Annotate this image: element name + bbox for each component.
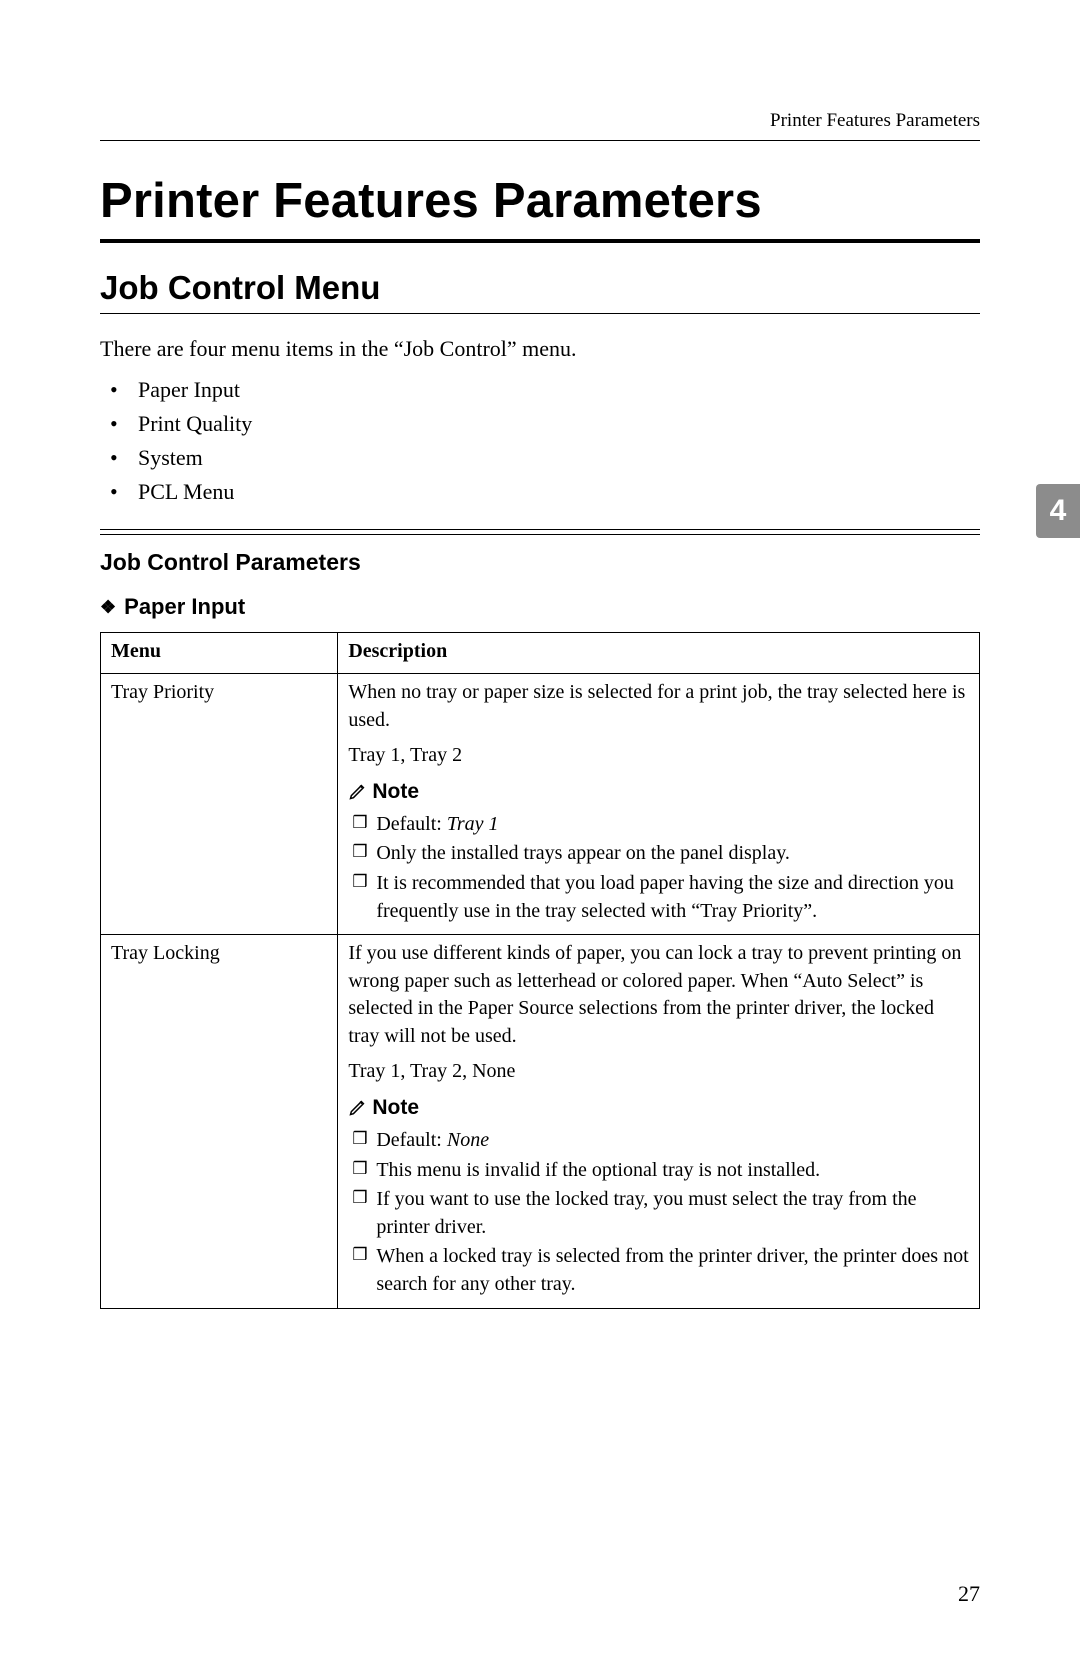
diamond-heading-label: Paper Input bbox=[124, 594, 245, 619]
note-italic: None bbox=[447, 1129, 489, 1151]
diamond-icon: ❖ bbox=[100, 597, 116, 618]
note-item: When a locked tray is selected from the … bbox=[348, 1243, 969, 1298]
note-item: Only the installed trays appear on the p… bbox=[348, 840, 969, 868]
list-item: Paper Input bbox=[110, 373, 980, 407]
note-item: This menu is invalid if the optional tra… bbox=[348, 1157, 969, 1185]
pencil-icon bbox=[348, 1097, 368, 1117]
subsection-title: Job Control Parameters bbox=[100, 549, 980, 576]
note-item: Default: Tray 1 bbox=[348, 811, 969, 839]
options-text: Tray 1, Tray 2, None bbox=[348, 1058, 969, 1086]
cell-menu: Tray Priority bbox=[101, 673, 338, 934]
note-item: It is recommended that you load paper ha… bbox=[348, 870, 969, 925]
note-italic: Tray 1 bbox=[447, 813, 499, 835]
desc-text: If you use different kinds of paper, you… bbox=[348, 940, 969, 1050]
page-title: Printer Features Parameters bbox=[100, 173, 980, 229]
document-page: Printer Features Parameters Printer Feat… bbox=[0, 0, 1080, 1669]
table-row: Tray Locking If you use different kinds … bbox=[101, 935, 980, 1309]
parameters-table: Menu Description Tray Priority When no t… bbox=[100, 632, 980, 1308]
cell-description: When no tray or paper size is selected f… bbox=[338, 673, 980, 934]
rule-under-section bbox=[100, 313, 980, 314]
table-row: Tray Priority When no tray or paper size… bbox=[101, 673, 980, 934]
note-item: Default: None bbox=[348, 1127, 969, 1155]
list-item: PCL Menu bbox=[110, 475, 980, 509]
desc-text: When no tray or paper size is selected f… bbox=[348, 679, 969, 734]
notes-list: Default: Tray 1 Only the installed trays… bbox=[348, 811, 969, 925]
options-text: Tray 1, Tray 2 bbox=[348, 742, 969, 770]
pencil-icon bbox=[348, 781, 368, 801]
cell-menu: Tray Locking bbox=[101, 935, 338, 1309]
table-header-menu: Menu bbox=[101, 633, 338, 674]
rule-header bbox=[100, 140, 980, 141]
table-header-description: Description bbox=[338, 633, 980, 674]
note-item: If you want to use the locked tray, you … bbox=[348, 1186, 969, 1241]
running-header: Printer Features Parameters bbox=[770, 110, 980, 132]
section-title: Job Control Menu bbox=[100, 269, 980, 307]
note-prefix: Default: bbox=[376, 813, 447, 835]
list-item: System bbox=[110, 441, 980, 475]
paper-input-heading: ❖ Paper Input bbox=[100, 594, 980, 620]
note-label: Note bbox=[372, 1096, 419, 1119]
note-prefix: Default: bbox=[376, 1129, 447, 1151]
cell-description: If you use different kinds of paper, you… bbox=[338, 935, 980, 1309]
double-rule bbox=[100, 529, 980, 535]
list-item: Print Quality bbox=[110, 407, 980, 441]
menu-items-list: Paper Input Print Quality System PCL Men… bbox=[110, 373, 980, 509]
rule-thick bbox=[100, 239, 980, 243]
chapter-tab: 4 bbox=[1036, 484, 1080, 538]
note-label: Note bbox=[372, 780, 419, 803]
note-heading: Note bbox=[348, 778, 969, 807]
intro-text: There are four menu items in the “Job Co… bbox=[100, 332, 980, 365]
note-heading: Note bbox=[348, 1094, 969, 1123]
page-number: 27 bbox=[958, 1581, 980, 1607]
notes-list: Default: None This menu is invalid if th… bbox=[348, 1127, 969, 1299]
